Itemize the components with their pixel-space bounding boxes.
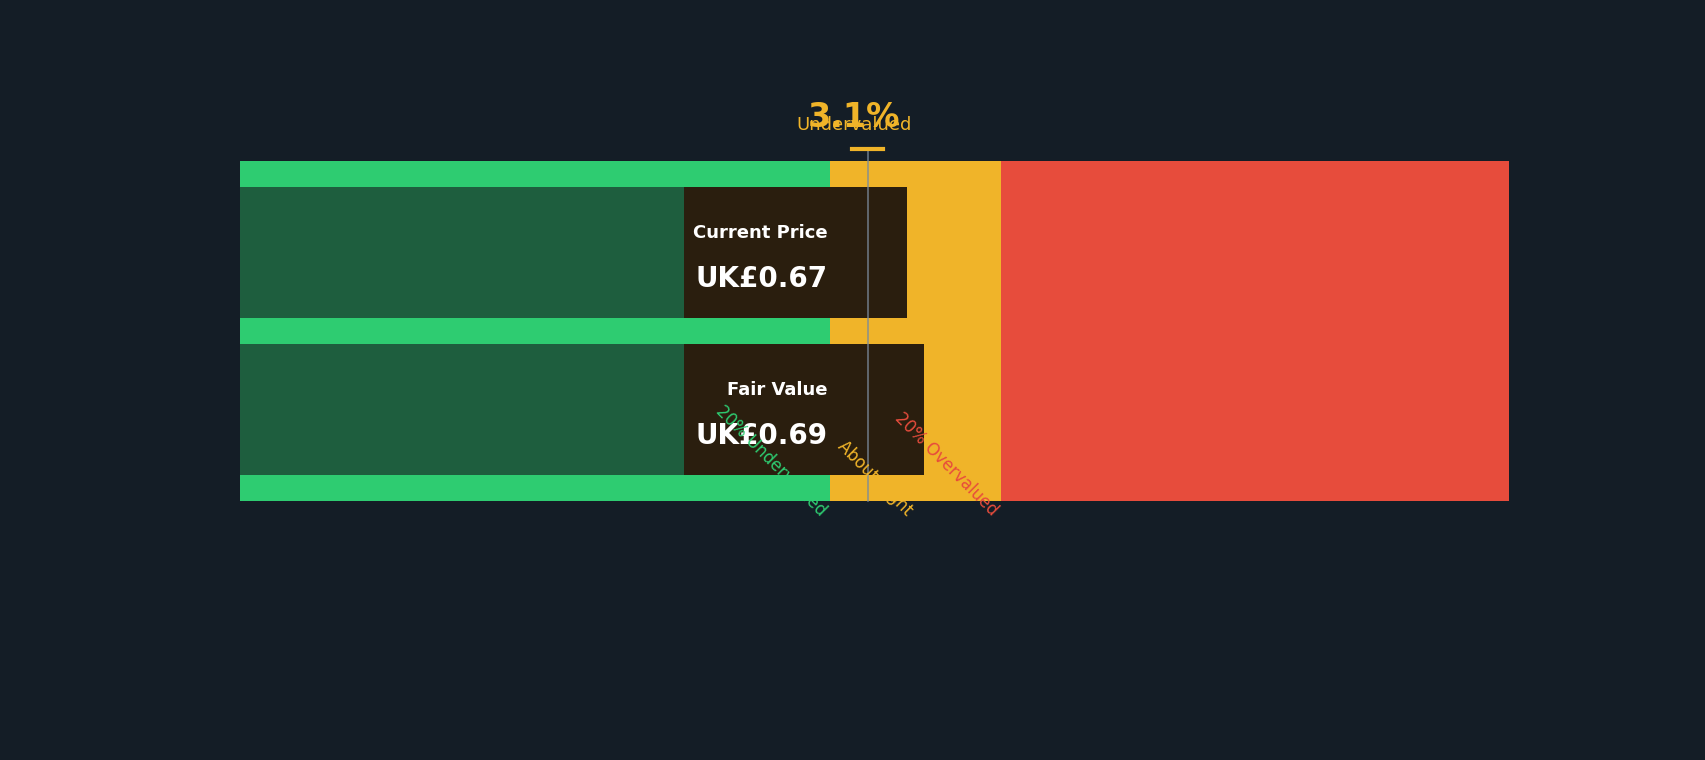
- Text: Undervalued: Undervalued: [796, 95, 912, 134]
- Text: Current Price: Current Price: [692, 224, 827, 242]
- Text: 3.1%: 3.1%: [808, 101, 900, 134]
- Bar: [829, 476, 1001, 501]
- Bar: [1001, 187, 1509, 318]
- Bar: [1001, 476, 1509, 501]
- Bar: [239, 476, 829, 501]
- Text: About Right: About Right: [834, 438, 916, 519]
- Bar: [829, 318, 1001, 344]
- Text: 20% Overvalued: 20% Overvalued: [890, 409, 1001, 519]
- Bar: [239, 187, 829, 318]
- Text: 20% Undervalued: 20% Undervalued: [713, 402, 829, 519]
- Bar: [684, 344, 924, 476]
- Bar: [239, 161, 829, 187]
- Text: Fair Value: Fair Value: [726, 381, 827, 399]
- Bar: [239, 318, 829, 344]
- Bar: [684, 187, 907, 318]
- Bar: [1001, 318, 1509, 344]
- Bar: [829, 344, 1001, 476]
- Bar: [829, 187, 1001, 318]
- Text: UK£0.67: UK£0.67: [696, 265, 827, 293]
- Bar: [1001, 344, 1509, 476]
- Bar: [829, 161, 1001, 187]
- Text: UK£0.69: UK£0.69: [696, 422, 827, 450]
- Bar: [239, 344, 829, 476]
- Bar: [1001, 161, 1509, 187]
